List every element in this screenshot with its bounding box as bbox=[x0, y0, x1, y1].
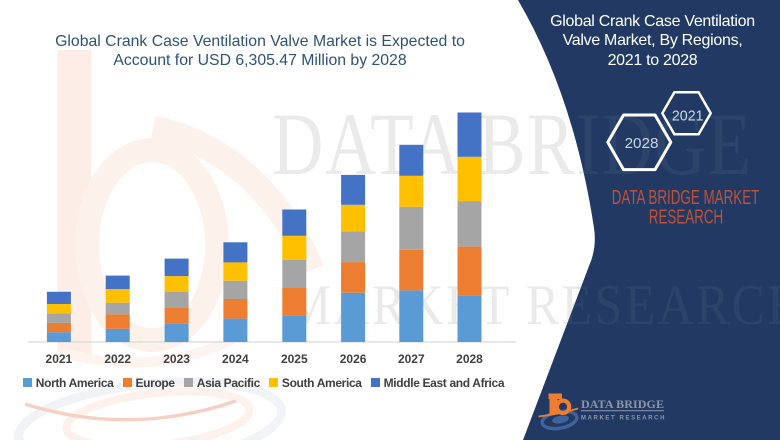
svg-text:2028: 2028 bbox=[625, 135, 659, 152]
svg-text:DATA BRIDGE MARKET: DATA BRIDGE MARKET bbox=[612, 186, 760, 208]
svg-text:RESEARCH: RESEARCH bbox=[649, 206, 723, 228]
svg-text:MARKET RESEARCH: MARKET RESEARCH bbox=[581, 416, 666, 422]
svg-text:DATA BRIDGE: DATA BRIDGE bbox=[581, 397, 664, 411]
svg-text:2021: 2021 bbox=[672, 108, 704, 124]
